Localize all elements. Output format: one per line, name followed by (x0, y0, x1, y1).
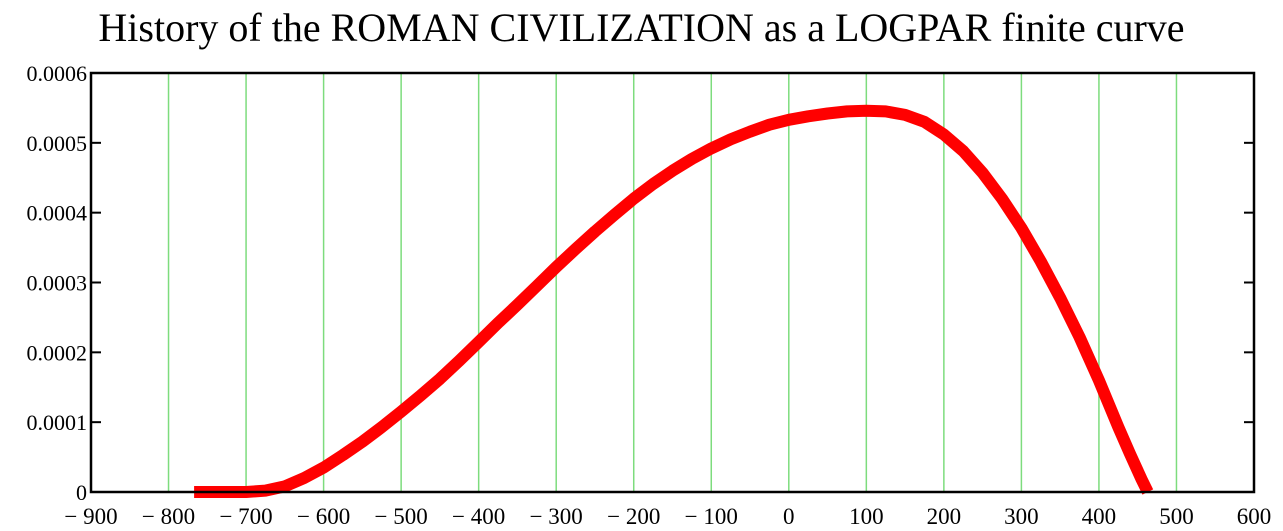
y-tick-label: 0.0002 (27, 340, 88, 365)
x-tick-label: − 300 (530, 504, 583, 529)
x-tick-label: 300 (1004, 504, 1039, 529)
x-tick-label: 200 (927, 504, 962, 529)
series-layer (194, 104, 1154, 498)
x-tick-label: − 600 (297, 504, 350, 529)
x-tick-label: − 900 (64, 504, 117, 529)
grid-layer (167, 73, 1178, 492)
x-tick-label: − 500 (375, 504, 428, 529)
chart-title: History of the ROMAN CIVILIZATION as a L… (98, 5, 1185, 50)
x-tick-label: − 200 (607, 504, 660, 529)
series-line (194, 104, 1154, 498)
y-tick-label: 0.0005 (27, 131, 88, 156)
x-tick-label: − 800 (142, 504, 195, 529)
x-tick-label: − 400 (452, 504, 505, 529)
y-tick-label: 0 (76, 480, 87, 505)
x-tick-label: 100 (849, 504, 884, 529)
x-tick-label: 400 (1082, 504, 1117, 529)
x-tick-label: 600 (1237, 504, 1272, 529)
plot-frame (89, 71, 1256, 494)
x-tick-label: 0 (783, 504, 795, 529)
y-tick-label: 0.0001 (27, 410, 88, 435)
tick-layer (91, 72, 1254, 493)
y-tick-label: 0.0003 (27, 271, 88, 296)
x-tick-label: − 100 (685, 504, 738, 529)
y-tick-label: 0.0006 (27, 61, 88, 86)
x-tick-label: 500 (1159, 504, 1194, 529)
label-layer: 0 0.0001 0.0002 0.0003 0.0004 0.0005 0.0006 − 9… (27, 61, 1272, 529)
y-tick-label: 0.0004 (27, 201, 88, 226)
x-tick-label: − 700 (219, 504, 272, 529)
